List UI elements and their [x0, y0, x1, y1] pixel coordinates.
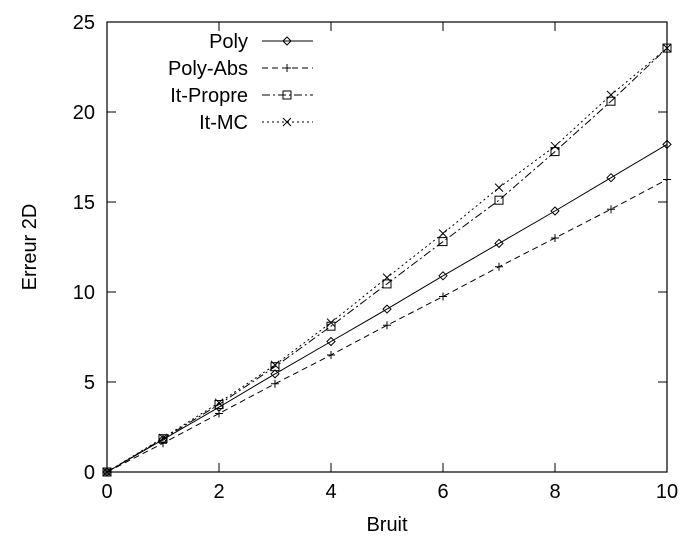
data-point-poly-abs	[271, 379, 279, 388]
legend-marker	[282, 36, 292, 46]
legend-marker	[282, 117, 292, 127]
legend-item-poly: Poly	[209, 31, 313, 53]
data-point-it-mc	[662, 43, 672, 53]
x-tick-label: 4	[325, 481, 336, 503]
data-point-it-propre	[382, 279, 392, 289]
x-tick-label: 0	[101, 481, 112, 503]
legend-marker	[283, 64, 291, 72]
legend-item-it-propre: It-Propre	[170, 85, 313, 107]
legend-item-it-mc: It-MC	[199, 112, 313, 134]
data-point-it-mc	[158, 433, 168, 443]
x-tick-label: 6	[437, 481, 448, 503]
y-tick-label: 0	[84, 462, 95, 484]
y-tick-label: 10	[73, 282, 95, 304]
data-point-poly	[438, 271, 448, 281]
data-point-poly-abs	[215, 409, 223, 418]
data-point-poly	[494, 238, 504, 249]
data-point-poly-abs	[663, 175, 671, 184]
data-point-it-mc	[214, 398, 224, 408]
series-line-poly	[106, 143, 668, 473]
series-poly-abs	[103, 175, 671, 476]
data-point-it-propre	[662, 43, 672, 53]
y-tick-label: 15	[73, 192, 95, 214]
data-point-poly	[326, 336, 336, 347]
series-line-it-mc	[106, 47, 668, 473]
series-layer	[102, 43, 672, 477]
legend-label: It-Propre	[170, 85, 248, 107]
x-axis-label: Bruit	[366, 514, 408, 536]
legend-marker	[282, 90, 292, 100]
legend-label: It-MC	[199, 112, 248, 134]
data-point-it-mc	[606, 90, 616, 100]
x-tick-label: 2	[213, 481, 224, 503]
data-point-poly	[662, 139, 672, 150]
axis-ticks: 0 2 4 6 8 10 0 5 10 15 20 25	[73, 12, 678, 503]
data-point-poly	[606, 172, 616, 183]
legend-label: Poly	[209, 31, 248, 53]
y-tick-label: 5	[84, 372, 95, 394]
data-point-it-mc	[102, 467, 112, 477]
data-point-it-propre	[494, 195, 504, 205]
data-point-it-propre	[214, 400, 224, 409]
data-point-it-mc	[326, 318, 336, 327]
data-point-it-propre	[438, 237, 448, 247]
y-axis-label: Erreur 2D	[19, 204, 41, 291]
data-point-poly	[270, 369, 280, 379]
series-line-poly-abs	[106, 179, 668, 473]
data-point-it-propre	[102, 467, 112, 477]
legend: Poly Poly-Abs It-Propre It-MC	[168, 31, 313, 134]
data-point-poly-abs	[495, 262, 503, 271]
plot-frame	[106, 21, 668, 473]
x-tick-label: 8	[549, 481, 560, 503]
data-point-it-propre	[270, 362, 280, 372]
data-point-it-mc	[438, 229, 448, 238]
data-point-poly-abs	[327, 351, 335, 359]
data-point-poly	[550, 206, 560, 216]
series-it-propre	[102, 43, 672, 477]
data-point-poly-abs	[439, 292, 447, 301]
data-point-it-mc	[550, 141, 560, 151]
series-poly	[102, 139, 672, 477]
data-point-poly	[382, 304, 392, 314]
data-point-it-mc	[382, 273, 392, 282]
series-it-mc	[102, 43, 672, 477]
y-tick-label: 20	[73, 102, 95, 124]
data-point-it-propre	[606, 96, 616, 106]
data-point-poly-abs	[551, 234, 559, 242]
legend-label: Poly-Abs	[168, 58, 248, 80]
data-point-it-mc	[494, 183, 504, 192]
data-point-poly-abs	[383, 321, 391, 330]
series-line-it-propre	[106, 47, 668, 473]
data-point-poly-abs	[607, 205, 615, 214]
data-point-it-mc	[270, 360, 280, 370]
data-point-it-propre	[550, 147, 560, 157]
data-point-it-propre	[158, 434, 168, 444]
legend-item-poly-abs: Poly-Abs	[168, 58, 313, 80]
y-tick-label: 25	[73, 12, 95, 34]
x-tick-label: 10	[656, 481, 678, 503]
